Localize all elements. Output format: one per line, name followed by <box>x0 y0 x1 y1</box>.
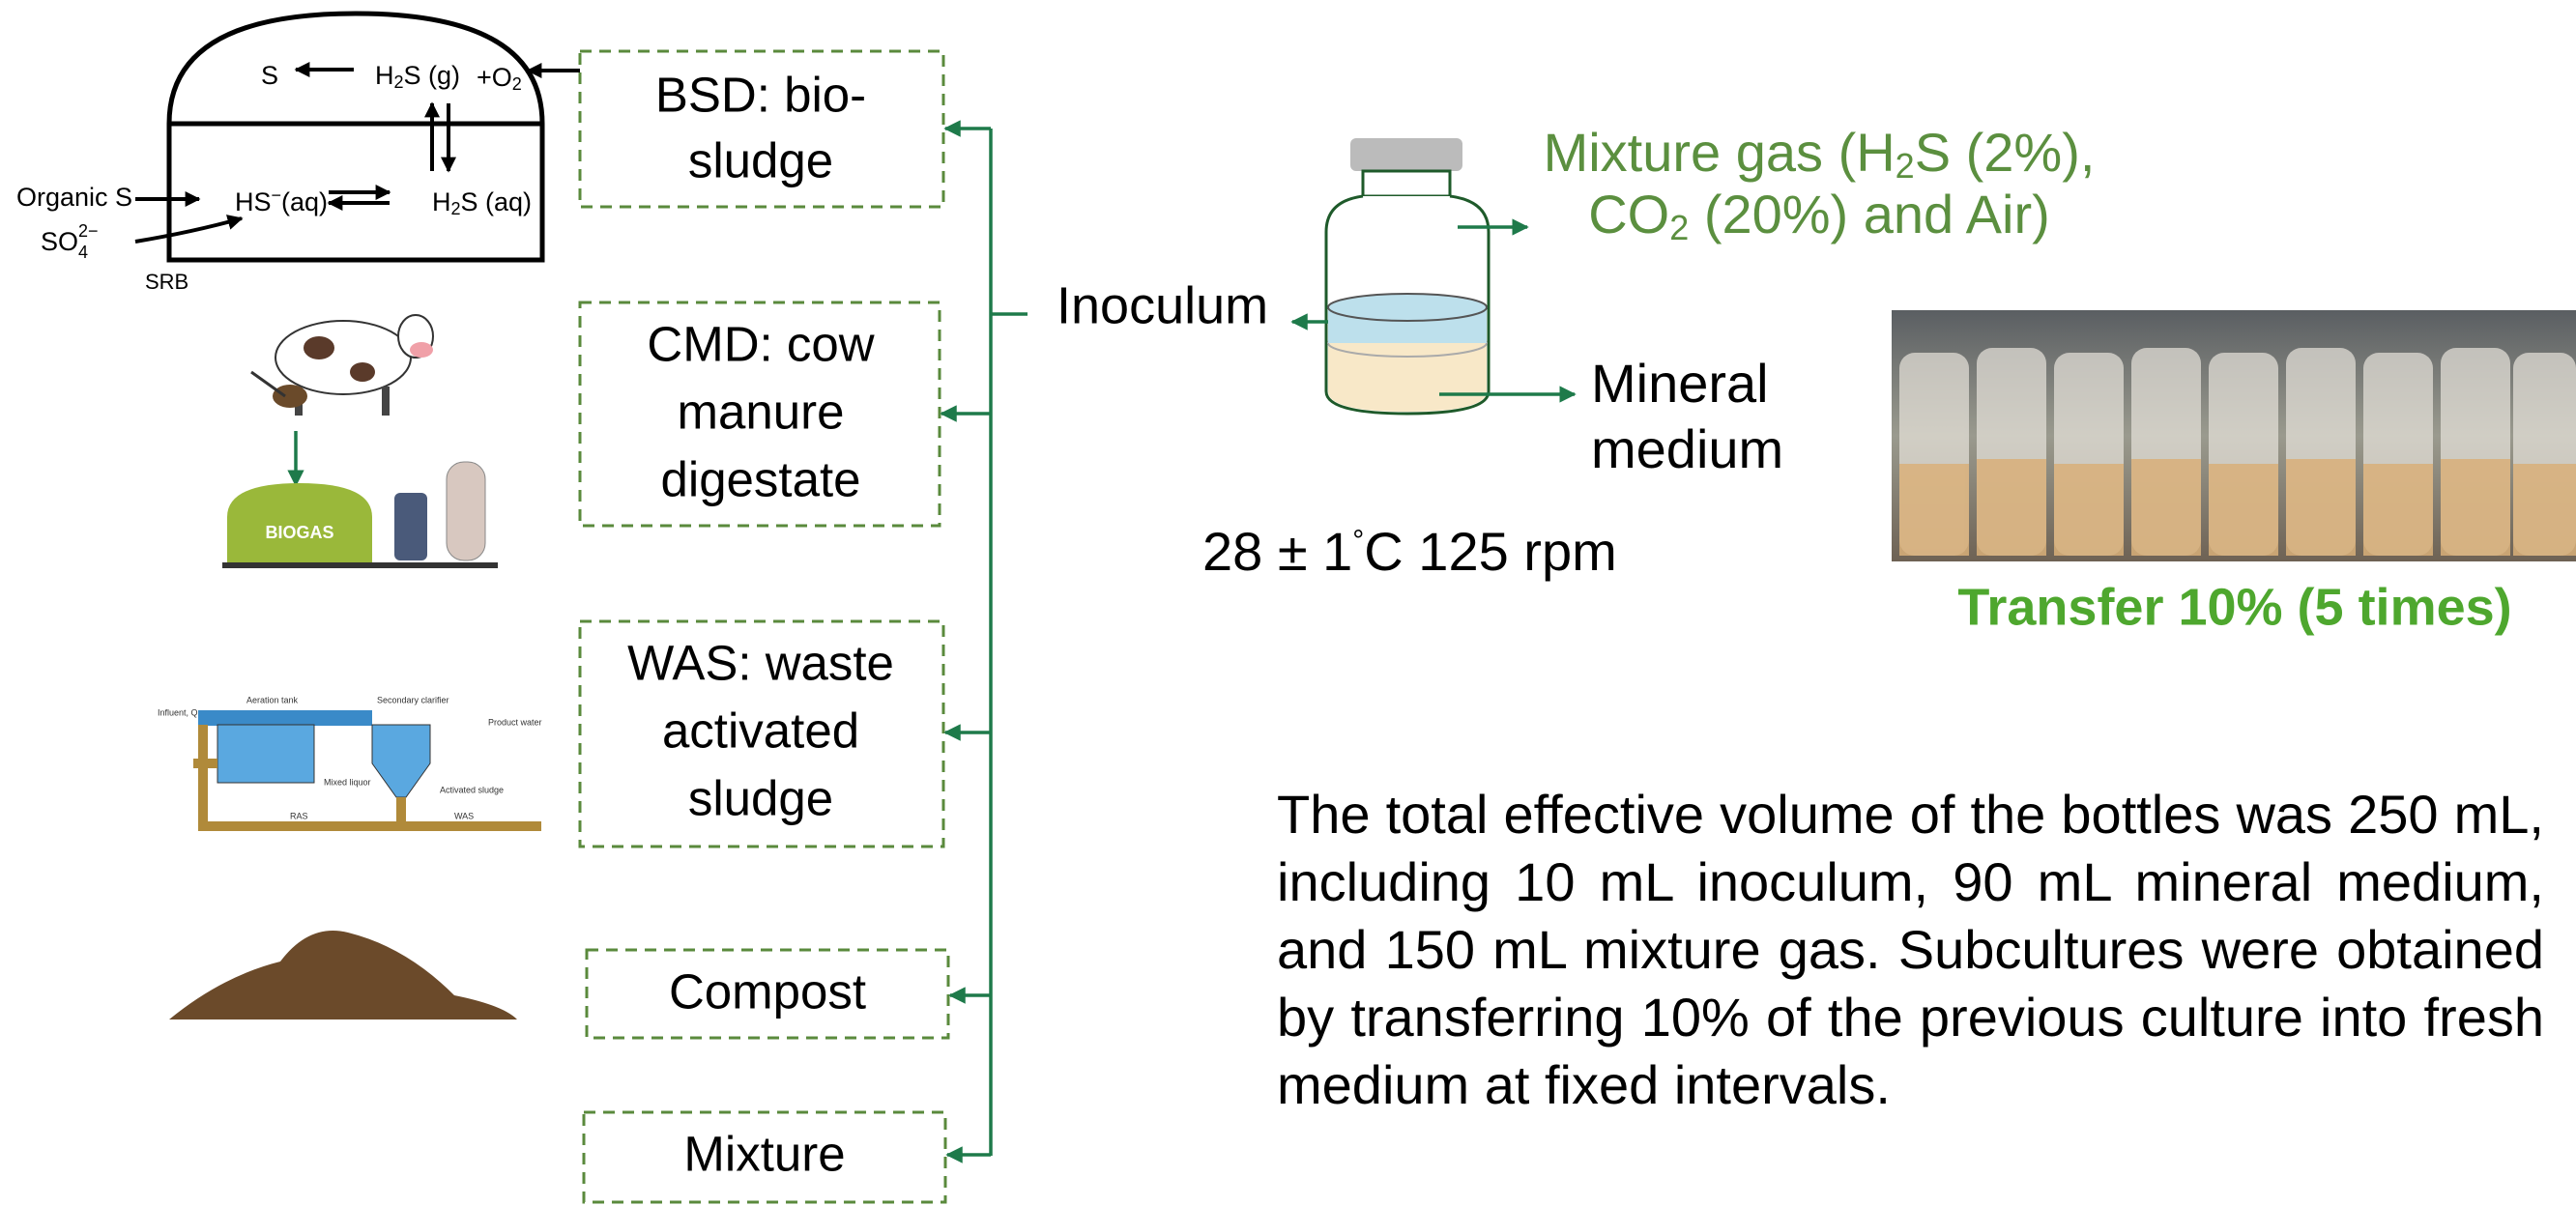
label: RAS <box>290 811 308 820</box>
medium-label: Mineral <box>1591 353 1769 414</box>
medium-label: medium <box>1591 418 1783 479</box>
species: Organic S <box>16 183 132 212</box>
transfer-label: Transfer 10% (5 times) <box>1957 578 2511 636</box>
box-label: WAS: waste <box>627 635 894 690</box>
organism: SRB <box>145 270 188 294</box>
source-boxes: BSD: bio- sludge CMD: cow manure digesta… <box>578 49 950 1204</box>
species: S <box>261 61 278 90</box>
label: Aeration tank <box>246 695 299 704</box>
box-label: CMD: cow <box>647 316 874 371</box>
species: +O2 <box>477 63 522 94</box>
connector <box>940 120 1028 1163</box>
box-label: BSD: bio- <box>655 67 866 122</box>
label: Influent, Q <box>158 707 198 717</box>
compost-icon <box>169 931 517 1019</box>
label: WAS <box>454 811 474 820</box>
photo <box>1892 310 2576 561</box>
conditions: 28 ± 1°C 125 rpm <box>1202 521 1617 582</box>
label: Mixed liquor <box>324 777 371 787</box>
label: Activated sludge <box>440 785 504 794</box>
label: Secondary clarifier <box>377 695 449 704</box>
cow-icon <box>250 314 434 416</box>
inoculum-label: Inoculum <box>1056 276 1268 334</box>
box-label: manure <box>678 384 845 439</box>
box-label: Compost <box>669 963 866 1019</box>
was-schematic: Influent, Q Aeration tank Secondary clar… <box>158 695 542 831</box>
species: H2S (aq) <box>432 187 532 218</box>
species: SO42− <box>41 221 99 262</box>
gas-label: CO2 (20%) and Air) <box>1588 184 2050 247</box>
box-label: digestate <box>661 451 861 506</box>
icon-label: BIOGAS <box>265 523 333 542</box>
label: Product water <box>488 717 542 727</box>
gas-label: Mixture gas (H2S (2%), <box>1544 122 2096 186</box>
box-label: activated <box>662 703 859 758</box>
reactor: S H2S (g) +O2 HS−(aq) H2S (aq) Organic S… <box>16 11 580 294</box>
bottle <box>1324 138 1491 416</box>
species: H2S (g) <box>375 61 460 92</box>
biogas-icon: BIOGAS <box>222 461 498 568</box>
box-label: sludge <box>688 132 833 187</box>
box-label: sludge <box>688 770 833 825</box>
description: The total effective volume of the bottle… <box>1277 784 2544 1115</box>
species: HS−(aq) <box>235 186 328 216</box>
box-label: Mixture <box>683 1126 845 1181</box>
